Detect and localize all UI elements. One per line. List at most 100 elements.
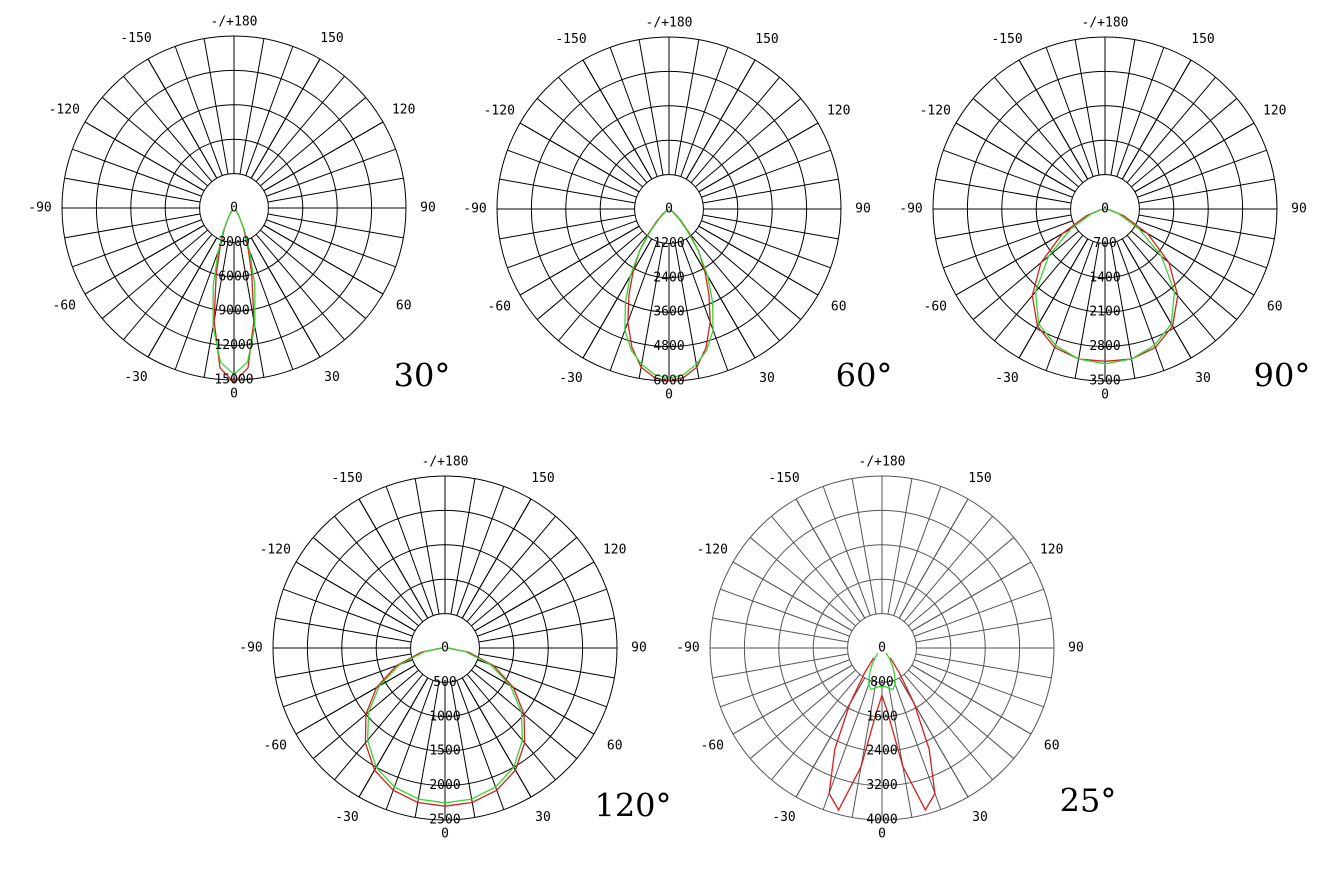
- beam-angle-label: 25°: [1060, 782, 1117, 820]
- angle-tick-label: -90: [899, 202, 922, 217]
- radial-grid-circle: [932, 36, 1278, 382]
- angle-tick-label: 120: [827, 104, 850, 119]
- intensity-curve: [1034, 208, 1176, 365]
- angle-tick-label: 30: [1195, 371, 1211, 386]
- angle-tick-label: -90: [239, 641, 262, 656]
- intensity-curve: [1031, 208, 1179, 362]
- intensity-curve: [828, 657, 936, 812]
- radial-tick-label: 500: [433, 675, 456, 690]
- radial-tick-label: 0: [878, 641, 886, 656]
- angle-tick-label: 0: [1101, 388, 1109, 403]
- radial-tick-label: 2500: [429, 813, 460, 828]
- angle-tick-label: -30: [995, 371, 1018, 386]
- angle-tick-label: -150: [768, 471, 799, 486]
- angle-tick-label: 120: [1040, 543, 1063, 558]
- radial-tick-label: 9000: [218, 304, 249, 319]
- radial-tick-label: 0: [441, 641, 449, 656]
- angle-tick-label: 0: [878, 827, 886, 842]
- angle-tick-label: -/+180: [859, 455, 906, 470]
- angle-tick-label: -30: [124, 370, 147, 385]
- angle-tick-label: -30: [772, 810, 795, 825]
- angle-tick-label: -120: [49, 103, 80, 118]
- radial-tick-label: 1600: [866, 709, 897, 724]
- radial-tick-label: 4800: [653, 339, 684, 354]
- angle-tick-label: 30: [324, 370, 340, 385]
- beam-angle-label: 120°: [594, 787, 671, 825]
- intensity-curve: [366, 647, 524, 804]
- radial-tick-label: 4000: [866, 813, 897, 828]
- beam-angle-label: 30°: [394, 357, 451, 395]
- angle-tick-label: -/+180: [422, 455, 469, 470]
- angle-tick-label: -150: [120, 31, 151, 46]
- angle-tick-label: -/+180: [1082, 16, 1129, 31]
- radial-grid-circle: [847, 613, 917, 683]
- angle-tick-label: -150: [555, 32, 586, 47]
- beam-angle-label: 90°: [1254, 357, 1311, 395]
- radial-tick-label: 3000: [218, 235, 249, 250]
- angle-tick-label: 150: [755, 32, 778, 47]
- angle-tick-label: -90: [28, 201, 51, 216]
- radial-grid-circle: [95, 69, 373, 347]
- radial-grid-circle: [1001, 105, 1209, 313]
- radial-grid-circle: [634, 174, 704, 244]
- angle-tick-label: 150: [968, 471, 991, 486]
- angle-tick-label: -60: [53, 299, 76, 314]
- angle-tick-label: 0: [441, 827, 449, 842]
- radial-tick-label: 2100: [1089, 305, 1120, 320]
- angle-tick-label: 0: [665, 388, 673, 403]
- angle-tick-label: 60: [607, 739, 623, 754]
- angle-tick-label: -120: [260, 543, 291, 558]
- radial-tick-label: 12000: [214, 338, 253, 353]
- radial-tick-label: 2400: [653, 270, 684, 285]
- angle-tick-label: 90: [1291, 202, 1307, 217]
- angle-tick-label: -90: [463, 202, 486, 217]
- angle-tick-label: 120: [603, 543, 626, 558]
- radial-tick-label: 0: [665, 202, 673, 217]
- beam-angle-label: 60°: [836, 357, 893, 395]
- radial-grid-circle: [599, 139, 739, 279]
- radial-grid-circle: [743, 509, 1021, 787]
- angle-tick-label: 120: [1263, 104, 1286, 119]
- radial-tick-label: 2000: [429, 778, 460, 793]
- radial-tick-label: 1500: [429, 744, 460, 759]
- radial-tick-label: 6000: [653, 374, 684, 389]
- radial-tick-label: 700: [1093, 236, 1116, 251]
- radial-grid-circle: [410, 613, 480, 683]
- radial-tick-label: 1000: [429, 709, 460, 724]
- radial-tick-label: 2400: [866, 744, 897, 759]
- radial-tick-label: 800: [870, 675, 893, 690]
- radial-tick-label: 0: [230, 201, 238, 216]
- radial-grid-circle: [341, 544, 549, 752]
- angle-tick-label: 60: [396, 299, 412, 314]
- radial-grid-circle: [530, 70, 808, 348]
- angle-tick-label: 90: [420, 201, 436, 216]
- radial-grid-circle: [709, 475, 1055, 821]
- angle-tick-label: 150: [320, 31, 343, 46]
- angle-tick-label: -120: [697, 543, 728, 558]
- angle-tick-label: -150: [331, 471, 362, 486]
- angle-tick-label: -30: [335, 810, 358, 825]
- radial-grid-circle: [966, 70, 1244, 348]
- radial-grid-circle: [272, 475, 618, 821]
- angle-tick-label: -60: [701, 739, 724, 754]
- intensity-curve: [212, 208, 256, 376]
- radial-grid-circle: [130, 104, 338, 312]
- angle-tick-label: 60: [1267, 300, 1283, 315]
- angle-tick-label: -150: [991, 32, 1022, 47]
- radial-grid-circle: [164, 138, 304, 278]
- angle-tick-label: 150: [531, 471, 554, 486]
- angle-tick-label: -/+180: [211, 15, 258, 30]
- angle-tick-label: 150: [1191, 32, 1214, 47]
- radial-tick-label: 15000: [214, 373, 253, 388]
- radial-grid-circle: [1035, 139, 1175, 279]
- radial-grid-circle: [565, 105, 773, 313]
- angle-tick-label: -30: [559, 371, 582, 386]
- radial-tick-label: 0: [1101, 202, 1109, 217]
- angle-tick-label: 30: [972, 810, 988, 825]
- radial-tick-label: 1200: [653, 236, 684, 251]
- intensity-curve: [624, 208, 714, 379]
- angle-tick-label: -120: [484, 104, 515, 119]
- angle-tick-label: 90: [855, 202, 871, 217]
- radial-grid-circle: [812, 578, 952, 718]
